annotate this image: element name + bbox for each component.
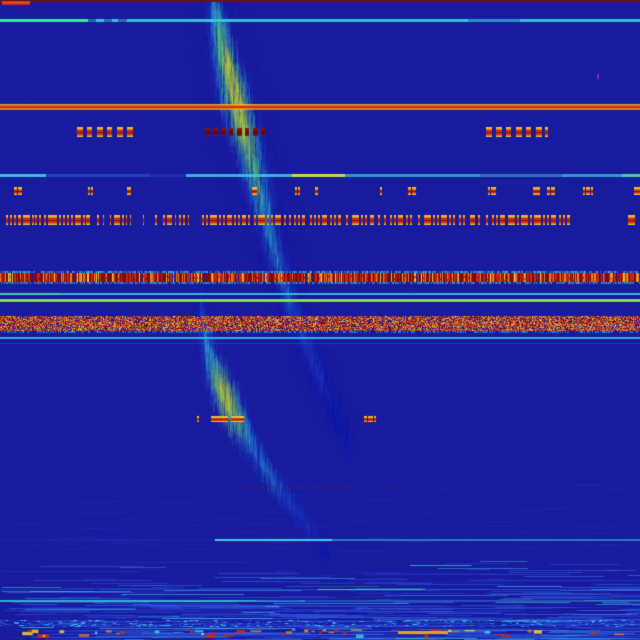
spectrogram-heatmap-canvas: [0, 0, 640, 640]
spectrogram-view: [0, 0, 640, 640]
